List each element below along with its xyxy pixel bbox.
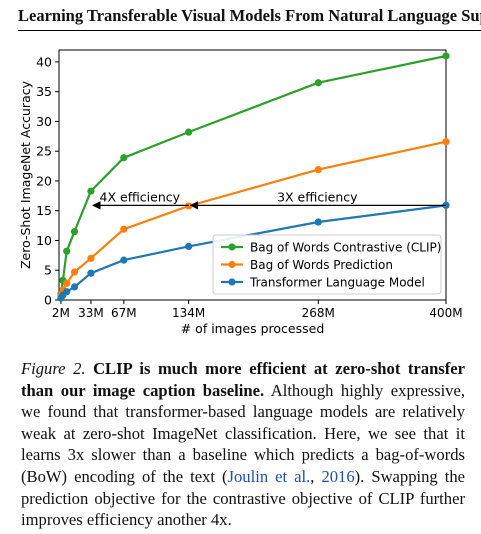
data-point <box>71 268 78 275</box>
y-tick-label: 20 <box>36 173 52 188</box>
legend-entry-label: Bag of Words Prediction <box>250 258 393 272</box>
y-tick-label: 30 <box>36 114 52 129</box>
legend-swatch-marker <box>228 243 235 250</box>
x-tick-label: 67M <box>111 306 137 320</box>
data-point <box>63 280 70 287</box>
citation-link-author[interactable]: Joulin et al. <box>228 467 311 486</box>
data-point <box>120 226 127 233</box>
data-point <box>87 270 94 277</box>
data-point <box>315 218 322 225</box>
y-tick-label: 35 <box>36 84 52 99</box>
efficiency-line-chart: 0 5 10 15 20 25 30 35 40 2M 33M 67M 134M 268M 400M # of… <box>0 38 481 350</box>
x-tick-label: 400M <box>429 306 462 320</box>
legend-swatch-marker <box>228 278 235 285</box>
y-axis-label: Zero-Shot ImageNet Accuracy <box>18 80 33 269</box>
legend-entry-label: Transformer Language Model <box>249 275 425 289</box>
running-header: Learning Transferable Visual Models From… <box>18 6 481 31</box>
data-point <box>63 248 70 255</box>
citation-separator: , <box>310 467 321 486</box>
data-point <box>315 166 322 173</box>
y-tick-label: 15 <box>36 203 52 218</box>
figure-caption: Figure 2. CLIP is much more efficient at… <box>21 358 465 531</box>
y-tick-label: 40 <box>36 54 52 69</box>
data-point <box>442 52 449 59</box>
citation-link-year[interactable]: 2016 <box>321 467 354 486</box>
data-point <box>315 79 322 86</box>
data-point <box>442 138 449 145</box>
y-tick-label: 10 <box>36 233 52 248</box>
efficiency-annotation-label: 3X efficiency <box>277 189 358 204</box>
data-point <box>63 288 70 295</box>
legend-entry-label: Bag of Words Contrastive (CLIP) <box>250 240 441 254</box>
x-tick-label: 33M <box>78 306 104 320</box>
x-tick-label: 2M <box>52 306 70 320</box>
data-point <box>120 154 127 161</box>
data-point <box>87 255 94 262</box>
data-point <box>71 228 78 235</box>
x-tick-label: 134M <box>172 306 205 320</box>
efficiency-annotation-label: 4X efficiency <box>100 189 181 204</box>
data-point <box>87 187 94 194</box>
y-tick-label: 0 <box>44 293 52 308</box>
x-tick-label: 268M <box>302 306 335 320</box>
legend-swatch-marker <box>228 261 235 268</box>
data-point <box>71 283 78 290</box>
figure-label: Figure 2. <box>21 359 86 378</box>
data-point <box>185 243 192 250</box>
y-tick-label: 5 <box>44 263 52 278</box>
x-axis-label: # of images processed <box>181 321 325 336</box>
y-tick-label: 25 <box>36 144 52 159</box>
data-point <box>185 129 192 136</box>
data-point <box>120 257 127 264</box>
